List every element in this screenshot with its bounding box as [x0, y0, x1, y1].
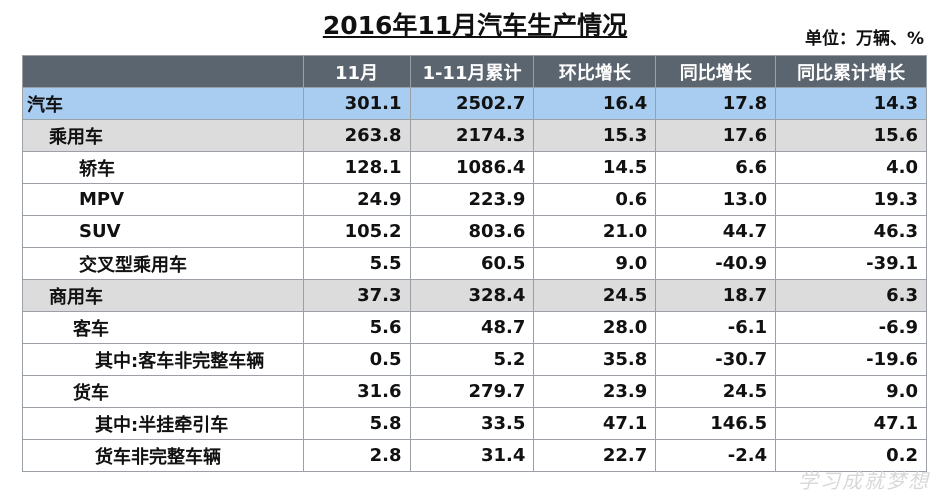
cell-value: 17.6 [655, 119, 777, 152]
cell-value: 223.9 [409, 183, 535, 216]
cell-value: 21.0 [533, 215, 657, 248]
row-label: SUV [22, 215, 304, 248]
cell-value: 22.7 [533, 439, 657, 472]
cell-value: 23.9 [533, 375, 657, 408]
header-cell: 同比增长 [655, 55, 777, 88]
cell-value: 146.5 [655, 407, 777, 440]
cell-value: 6.6 [655, 151, 777, 184]
cell-value: 47.1 [533, 407, 657, 440]
cell-value: 37.3 [302, 279, 411, 312]
header-cell: 11月 [302, 55, 411, 88]
cell-value: 0.2 [775, 439, 927, 472]
cell-value: 60.5 [409, 247, 535, 280]
cell-value: 9.0 [533, 247, 657, 280]
cell-value: 24.9 [302, 183, 411, 216]
table-body: 汽车 301.1 2502.7 16.4 17.8 14.3 乘用车 263.8 2174.3 1… [22, 87, 927, 472]
cell-value: 5.8 [302, 407, 411, 440]
table-row: 交叉型乘用车 5.5 60.5 9.0 -40.9 -39.1 [22, 247, 927, 280]
row-label: 货车 [22, 375, 304, 408]
cell-value: 15.6 [775, 119, 927, 152]
cell-value: 44.7 [655, 215, 777, 248]
row-label: 其中:客车非完整车辆 [22, 343, 304, 376]
table-row: 商用车 37.3 328.4 24.5 18.7 6.3 [22, 279, 927, 312]
cell-value: 24.5 [655, 375, 777, 408]
cell-value: -19.6 [775, 343, 927, 376]
table-row: 乘用车 263.8 2174.3 15.3 17.6 15.6 [22, 119, 927, 152]
cell-value: -40.9 [655, 247, 777, 280]
cell-value: 5.2 [409, 343, 535, 376]
cell-value: -6.9 [775, 311, 927, 344]
cell-value: 263.8 [302, 119, 411, 152]
cell-value: 14.5 [533, 151, 657, 184]
cell-value: 14.3 [775, 87, 927, 120]
cell-value: 2502.7 [409, 87, 535, 120]
table-row: 其中:半挂牵引车 5.8 33.5 47.1 146.5 47.1 [22, 407, 927, 440]
cell-value: 16.4 [533, 87, 657, 120]
row-label: 交叉型乘用车 [22, 247, 304, 280]
row-label: 其中:半挂牵引车 [22, 407, 304, 440]
unit-note: 单位：万辆、% [804, 29, 924, 49]
row-label: 轿车 [22, 151, 304, 184]
cell-value: 1086.4 [409, 151, 535, 184]
cell-value: 5.6 [302, 311, 411, 344]
table-row: 货车 31.6 279.7 23.9 24.5 9.0 [22, 375, 927, 408]
cell-value: 31.4 [409, 439, 535, 472]
cell-value: 15.3 [533, 119, 657, 152]
table-row: 客车 5.6 48.7 28.0 -6.1 -6.9 [22, 311, 927, 344]
table-row: MPV 24.9 223.9 0.6 13.0 19.3 [22, 183, 927, 216]
cell-value: 328.4 [409, 279, 535, 312]
data-table: 11月 1-11月累计 环比增长 同比增长 同比累计增长 汽车 301.1 2502.7 16… [22, 55, 927, 472]
cell-value: 2174.3 [409, 119, 535, 152]
cell-value: 33.5 [409, 407, 535, 440]
table-row: 轿车 128.1 1086.4 14.5 6.6 4.0 [22, 151, 927, 184]
cell-value: 279.7 [409, 375, 535, 408]
title: 2016年11月汽车生产情况 [322, 11, 628, 40]
cell-value: 0.6 [533, 183, 657, 216]
table-row: 汽车 301.1 2502.7 16.4 17.8 14.3 [22, 87, 927, 120]
cell-value: -2.4 [655, 439, 777, 472]
table-row: SUV 105.2 803.6 21.0 44.7 46.3 [22, 215, 927, 248]
cell-value: 105.2 [302, 215, 411, 248]
header-row: 11月 1-11月累计 环比增长 同比增长 同比累计增长 [22, 55, 927, 88]
row-label: 乘用车 [22, 119, 304, 152]
cell-value: 24.5 [533, 279, 657, 312]
cell-value: 0.5 [302, 343, 411, 376]
cell-value: 803.6 [409, 215, 535, 248]
header-cell: 同比累计增长 [775, 55, 927, 88]
header-cell [22, 55, 304, 88]
row-label: 汽车 [22, 87, 304, 120]
cell-value: 5.5 [302, 247, 411, 280]
cell-value: 4.0 [775, 151, 927, 184]
cell-value: 2.8 [302, 439, 411, 472]
row-label: MPV [22, 183, 304, 216]
cell-value: 301.1 [302, 87, 411, 120]
cell-value: 48.7 [409, 311, 535, 344]
cell-value: 18.7 [655, 279, 777, 312]
table-row: 货车非完整车辆 2.8 31.4 22.7 -2.4 0.2 [22, 439, 927, 472]
row-label: 商用车 [22, 279, 304, 312]
cell-value: -30.7 [655, 343, 777, 376]
watermark: 学习成就梦想 [798, 469, 930, 493]
cell-value: 17.8 [655, 87, 777, 120]
cell-value: 28.0 [533, 311, 657, 344]
table-row: 其中:客车非完整车辆 0.5 5.2 35.8 -30.7 -19.6 [22, 343, 927, 376]
cell-value: -6.1 [655, 311, 777, 344]
row-label: 货车非完整车辆 [22, 439, 304, 472]
header-cell: 1-11月累计 [409, 55, 535, 88]
cell-value: 13.0 [655, 183, 777, 216]
cell-value: 9.0 [775, 375, 927, 408]
cell-value: -39.1 [775, 247, 927, 280]
cell-value: 35.8 [533, 343, 657, 376]
cell-value: 19.3 [775, 183, 927, 216]
cell-value: 46.3 [775, 215, 927, 248]
row-label: 客车 [22, 311, 304, 344]
cell-value: 6.3 [775, 279, 927, 312]
cell-value: 31.6 [302, 375, 411, 408]
header-cell: 环比增长 [533, 55, 657, 88]
cell-value: 47.1 [775, 407, 927, 440]
cell-value: 128.1 [302, 151, 411, 184]
